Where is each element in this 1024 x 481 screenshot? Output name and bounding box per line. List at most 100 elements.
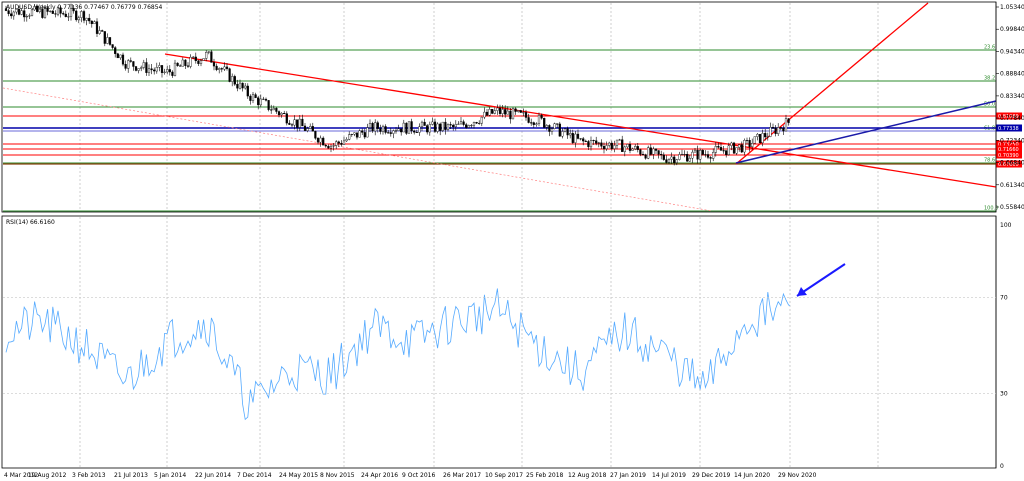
candle-body <box>20 10 23 15</box>
candle-body <box>264 98 268 101</box>
candle-body <box>506 110 509 115</box>
candle-body <box>171 71 174 76</box>
candle-body <box>714 146 717 153</box>
candle-body <box>134 66 138 71</box>
candle-body <box>355 132 359 138</box>
candle-body <box>576 133 580 139</box>
candle-body <box>519 110 522 113</box>
trendline-down-red[interactable] <box>164 53 997 188</box>
candle-body <box>285 113 288 124</box>
candle-body <box>348 134 351 140</box>
candle-body <box>647 147 650 159</box>
candle-body <box>514 108 517 112</box>
candle-body <box>205 52 208 59</box>
candle-body <box>43 7 47 18</box>
candle-body <box>314 131 317 139</box>
candle-body <box>168 69 171 73</box>
candle-body <box>556 123 559 125</box>
candle-body <box>69 7 73 17</box>
candle-body <box>543 117 546 128</box>
candle-body <box>202 58 205 61</box>
candle-body <box>33 6 36 11</box>
time-tick-label: 14 Jul 2019 <box>652 472 686 479</box>
arrow-head <box>797 287 807 296</box>
candle-body <box>738 144 741 148</box>
candle-body <box>584 140 587 142</box>
candle-body <box>241 82 244 89</box>
candle-body <box>587 141 590 148</box>
candle-body <box>181 59 184 67</box>
candle-body <box>465 124 468 128</box>
price-tick-label: 0.66840 <box>1000 160 1024 167</box>
candle-body <box>608 142 611 146</box>
candle-body <box>124 63 127 69</box>
candle-body <box>665 159 668 163</box>
candle-body <box>121 54 125 65</box>
candle-body <box>218 68 221 70</box>
trendline-up-blue[interactable] <box>735 100 997 164</box>
candle-body <box>23 10 26 18</box>
time-tick-label: 5 Jan 2014 <box>154 472 186 479</box>
candle-body <box>257 97 260 106</box>
candle-body <box>192 56 195 58</box>
candle-body <box>480 116 483 124</box>
candle-body <box>49 10 52 12</box>
candle-body <box>225 66 229 69</box>
candle-body <box>158 65 161 68</box>
rsi-series <box>5 263 846 421</box>
candle-body <box>223 66 226 70</box>
candle-body <box>431 121 434 125</box>
time-tick-label: 25 Feb 2018 <box>526 472 564 479</box>
candle-body <box>652 148 655 155</box>
candle-body <box>311 126 314 132</box>
candle-body <box>709 157 712 159</box>
price-tick-label: 0.55840 <box>1000 204 1024 211</box>
candle-body <box>462 121 465 125</box>
time-tick-label: 29 Dec 2019 <box>692 472 731 479</box>
time-tick-label: 29 Nov 2020 <box>778 472 817 479</box>
candle-body <box>532 122 535 125</box>
candle-body <box>467 125 470 128</box>
rsi-panel <box>1 215 997 469</box>
candle-body <box>80 11 83 18</box>
rsi-tick-label: 100 <box>1000 222 1012 229</box>
candle-body <box>298 118 301 128</box>
candle-body <box>189 56 192 67</box>
chart-title: AUDUSD,Weekly 0.77136 0.77467 0.76779 0.… <box>6 4 163 11</box>
candle-body <box>7 10 10 14</box>
candle-body <box>413 130 416 133</box>
candle-body <box>753 136 756 144</box>
candle-body <box>699 150 702 160</box>
candle-body <box>90 20 93 25</box>
candle-body <box>459 121 463 125</box>
candle-body <box>41 8 44 18</box>
price-level-label: 0.71660 <box>998 147 1019 153</box>
candle-body <box>259 98 262 106</box>
candle-body <box>108 37 112 45</box>
price-level-label: 0.81089 <box>998 114 1019 120</box>
candle-body <box>634 146 637 150</box>
candle-body <box>452 124 455 128</box>
candle-body <box>371 123 374 132</box>
candle-body <box>163 71 166 73</box>
time-tick-label: 26 Mar 2017 <box>443 472 481 479</box>
candle-body <box>392 130 395 134</box>
price-level-label: 0.67600 <box>998 162 1019 168</box>
time-tick-label: 14 Jun 2020 <box>734 472 770 479</box>
candle-body <box>436 123 439 132</box>
candle-body <box>251 94 255 101</box>
candle-body <box>475 121 478 124</box>
candle-body <box>345 139 348 142</box>
candle-body <box>212 62 216 67</box>
candle-body <box>46 7 49 12</box>
price-tick-label: 0.88840 <box>1000 71 1024 78</box>
candle-body <box>106 37 109 44</box>
candle-body <box>761 133 764 144</box>
price-axis: 1.05340 0.99840 0.94340 0.88840 0.83340 0.778… <box>995 2 1024 212</box>
candle-body <box>478 122 481 124</box>
candle-body <box>54 13 57 15</box>
candle-body <box>215 65 218 70</box>
candle-body <box>366 127 369 138</box>
